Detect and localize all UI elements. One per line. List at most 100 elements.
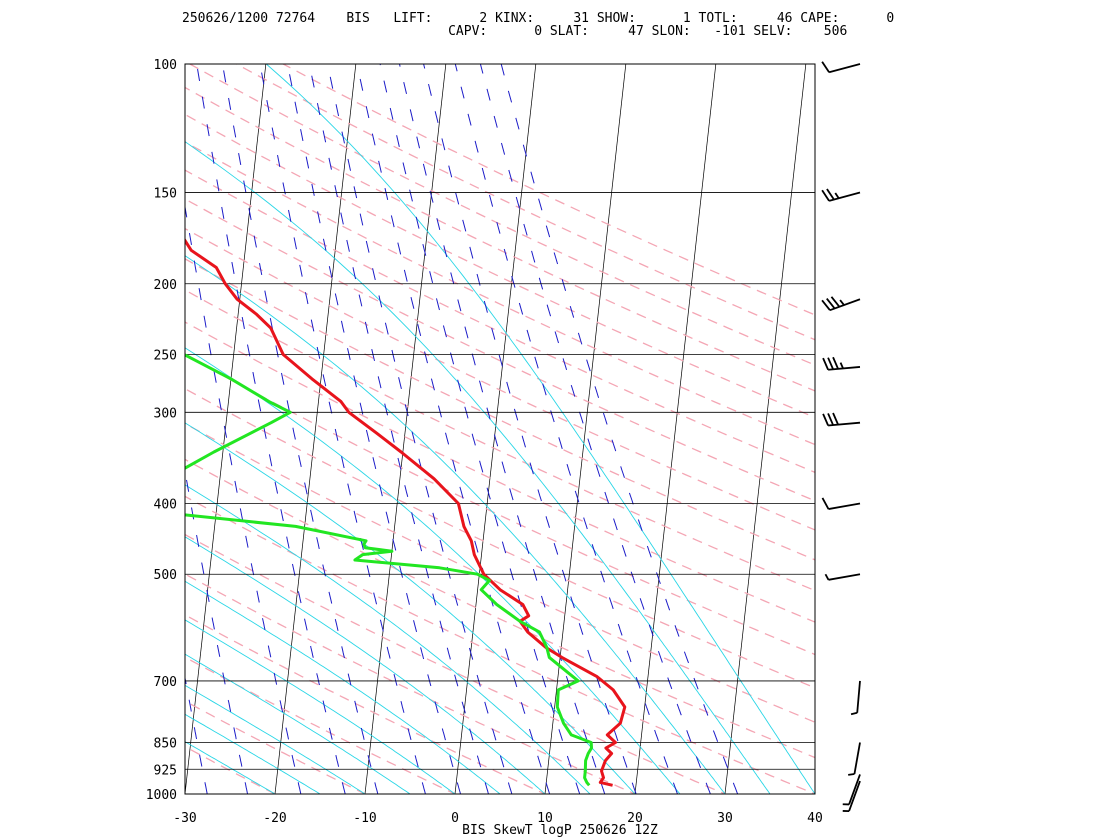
header-line-1: 250626/1200 72764 BIS LIFT: 2 KINX: 31 S… — [182, 11, 894, 26]
pressure-tick-label: 100 — [154, 58, 177, 73]
header-line-2: CAPV: 0 SLAT: 47 SLON: -101 SELV: 506 — [182, 24, 847, 39]
wind-barb — [850, 680, 861, 716]
mixing-ratio-line — [454, 64, 678, 794]
temperature-tick-label: 30 — [717, 811, 733, 826]
wind-barb-shaft — [828, 573, 861, 581]
dry-adiabat-line — [185, 533, 727, 794]
isotherm-line — [544, 64, 627, 794]
mixing-ratio-line — [185, 204, 302, 794]
moist-adiabat-line — [185, 619, 456, 794]
moist-adiabat-line — [266, 64, 815, 794]
dry-adiabat-line — [185, 573, 637, 794]
wind-barb-shaft — [829, 298, 861, 312]
dry-adiabat-line — [185, 387, 815, 689]
moist-adiabat-line — [185, 347, 681, 794]
wind-barb-half-flag — [848, 773, 855, 776]
moist-adiabat-line — [185, 741, 276, 794]
wind-barb-shaft — [828, 191, 861, 202]
mixing-ratio-line — [185, 468, 249, 794]
temperature-axis-labels: -30 -20 -10 0 10 20 30 40 — [173, 811, 823, 826]
dry-adiabat-line — [185, 656, 457, 794]
dewpoint-profile — [185, 353, 593, 787]
wind-barb-flag — [822, 413, 829, 426]
isotherm-line — [814, 790, 815, 794]
wind-barb-flag — [821, 61, 830, 73]
isotherm-line — [364, 64, 447, 794]
temperature-tick-label: 40 — [807, 811, 823, 826]
isotherm-line — [724, 64, 807, 794]
pressure-tick-label: 850 — [154, 736, 177, 751]
moist-adiabat-line — [185, 255, 726, 794]
wind-barb — [822, 356, 861, 371]
isotherm-line — [274, 64, 357, 794]
isotherm-line — [5, 64, 86, 794]
temperature-tick-label: -10 — [353, 811, 376, 826]
wind-barb-flag — [821, 497, 830, 510]
wind-barb — [821, 296, 861, 312]
wind-barb-flag — [821, 299, 831, 311]
mixing-ratio-line — [185, 675, 208, 794]
wind-barb-shaft — [828, 63, 861, 74]
dry-adiabat-line — [185, 793, 187, 794]
wind-barb-shaft — [828, 502, 861, 510]
dry-adiabat-line — [235, 64, 815, 341]
isotherm-line — [634, 64, 717, 794]
mixing-ratio-line — [0, 64, 81, 794]
pressure-axis-labels: 100 150 200 250 300 400 500 700 850 925 1000 — [146, 58, 177, 803]
dry-adiabat-line — [281, 64, 815, 316]
pressure-tick-label: 1000 — [146, 788, 177, 803]
wind-barb-shaft — [853, 742, 861, 775]
wind-barb — [842, 780, 861, 813]
wind-barb-flag — [826, 188, 835, 201]
moist-adiabat-line — [185, 536, 546, 794]
dry-adiabat-line — [185, 495, 815, 794]
wind-barb — [821, 188, 861, 202]
temperature-tick-label: -30 — [173, 811, 196, 826]
moist-adiabat-line — [185, 684, 366, 794]
mixing-ratio-line — [500, 64, 739, 794]
pressure-tick-label: 250 — [154, 348, 177, 363]
dry-adiabat-line — [0, 31, 123, 810]
plot-frame — [184, 63, 816, 795]
pressure-tick-label: 700 — [154, 675, 177, 690]
sounding-profiles — [185, 237, 627, 787]
moist-adiabat-line — [185, 653, 411, 794]
moist-adiabat-line — [185, 580, 501, 794]
temperature-tick-label: 20 — [627, 811, 643, 826]
wind-barb-shaft — [848, 774, 861, 805]
pressure-tick-label: 925 — [154, 763, 177, 778]
pressure-tick-label: 500 — [154, 568, 177, 583]
wind-barb-flag — [826, 297, 836, 310]
mixing-ratio-line — [423, 64, 637, 794]
mixing-ratio-line — [222, 64, 379, 794]
dry-adiabat-line — [185, 614, 547, 794]
wind-barb-half-flag — [839, 362, 844, 369]
mixing-ratio-line — [196, 64, 346, 794]
dry-adiabat-line — [185, 354, 815, 656]
wind-barb-half-flag — [850, 711, 858, 716]
wind-barb-shaft — [856, 680, 861, 713]
wind-barb — [821, 497, 861, 510]
isotherm-line — [454, 64, 537, 794]
wind-barb — [842, 774, 861, 806]
wind-barb-shaft — [828, 421, 861, 427]
wind-barb-flag — [832, 356, 839, 370]
dry-adiabat-line — [185, 458, 815, 759]
footer-label: BIS SkewT logP 250626 12Z — [462, 823, 658, 838]
wind-barb-flag — [822, 357, 829, 371]
pressure-tick-label: 150 — [154, 187, 177, 202]
wind-barb-half-flag — [824, 573, 830, 581]
wind-barb-half-flag — [834, 192, 840, 199]
wind-barb — [824, 573, 861, 581]
wind-barb-flag — [827, 413, 834, 426]
pressure-tick-label: 400 — [154, 498, 177, 513]
wind-barbs — [821, 61, 861, 813]
pressure-tick-label: 300 — [154, 406, 177, 421]
pressure-tick-label: 200 — [154, 278, 177, 293]
mixing-ratio-line — [479, 64, 711, 794]
wind-barb-flag — [832, 412, 839, 425]
temperature-tick-label: 10 — [537, 811, 553, 826]
wind-barb-flag — [830, 296, 841, 308]
temperature-tick-label: -20 — [263, 811, 286, 826]
